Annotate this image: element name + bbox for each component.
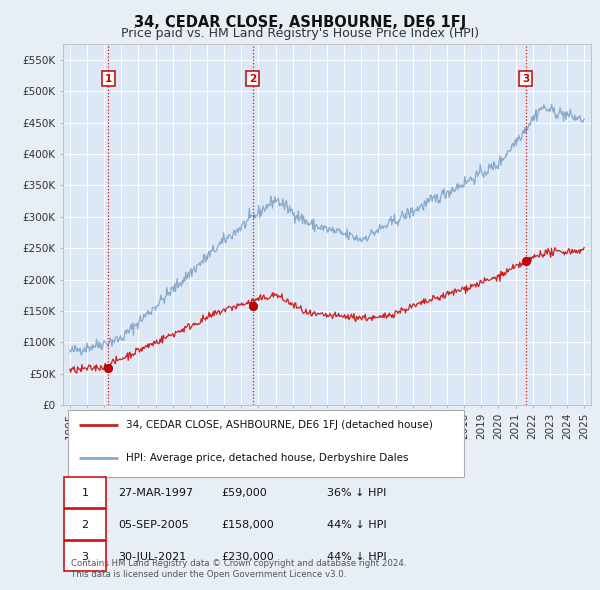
Text: 44% ↓ HPI: 44% ↓ HPI <box>327 552 386 562</box>
Text: 1: 1 <box>82 488 89 498</box>
FancyBboxPatch shape <box>68 411 464 477</box>
Text: 2: 2 <box>250 74 257 84</box>
Text: 34, CEDAR CLOSE, ASHBOURNE, DE6 1FJ (detached house): 34, CEDAR CLOSE, ASHBOURNE, DE6 1FJ (det… <box>127 420 433 430</box>
Text: £59,000: £59,000 <box>221 488 267 498</box>
Text: 1: 1 <box>104 74 112 84</box>
Text: 3: 3 <box>522 74 529 84</box>
Text: 05-SEP-2005: 05-SEP-2005 <box>118 520 189 530</box>
FancyBboxPatch shape <box>64 477 106 508</box>
FancyBboxPatch shape <box>64 509 106 540</box>
Text: 30-JUL-2021: 30-JUL-2021 <box>118 552 187 562</box>
FancyBboxPatch shape <box>64 540 106 572</box>
Text: 44% ↓ HPI: 44% ↓ HPI <box>327 520 386 530</box>
Text: 3: 3 <box>82 552 89 562</box>
Text: £230,000: £230,000 <box>221 552 274 562</box>
Text: 34, CEDAR CLOSE, ASHBOURNE, DE6 1FJ: 34, CEDAR CLOSE, ASHBOURNE, DE6 1FJ <box>134 15 466 30</box>
Text: £158,000: £158,000 <box>221 520 274 530</box>
Text: 2: 2 <box>82 520 89 530</box>
Text: 36% ↓ HPI: 36% ↓ HPI <box>327 488 386 498</box>
Text: Price paid vs. HM Land Registry's House Price Index (HPI): Price paid vs. HM Land Registry's House … <box>121 27 479 40</box>
Text: Contains HM Land Registry data © Crown copyright and database right 2024.
This d: Contains HM Land Registry data © Crown c… <box>71 559 406 579</box>
Text: HPI: Average price, detached house, Derbyshire Dales: HPI: Average price, detached house, Derb… <box>127 453 409 463</box>
Text: 27-MAR-1997: 27-MAR-1997 <box>118 488 194 498</box>
